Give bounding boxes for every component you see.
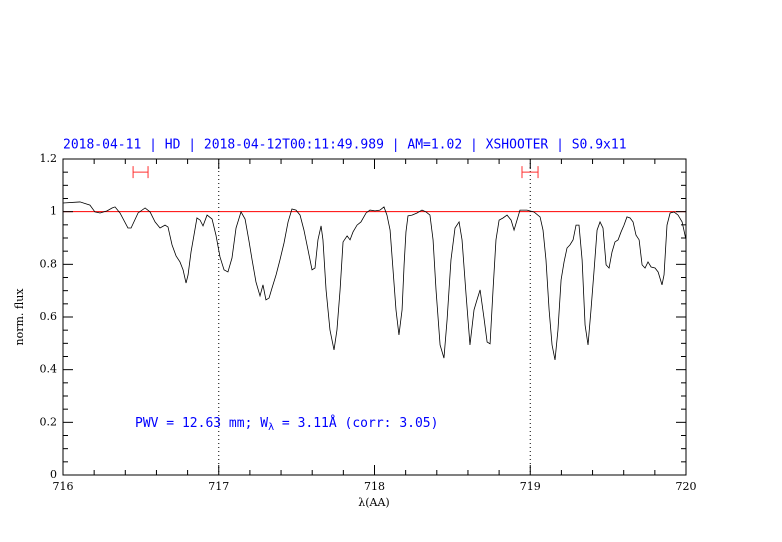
chart-title: 2018-04-11 | HD | 2018-04-12T00:11:49.98… xyxy=(63,138,627,153)
y-tick-label: 0 xyxy=(50,468,57,481)
x-axis-label: λ(AA) xyxy=(358,496,389,509)
annotation-subscript: λ xyxy=(268,422,274,433)
y-tick-label: 1.2 xyxy=(40,152,58,165)
x-tick-label: 719 xyxy=(520,480,541,493)
annotation: PWV = 12.63 mm; Wλ = 3.11Å (corr: 3.05) xyxy=(135,415,438,434)
x-tick-label: 718 xyxy=(364,480,385,493)
y-tick-label: 0.8 xyxy=(40,257,58,270)
y-axis-label: norm. flux xyxy=(13,288,26,346)
continuum-window xyxy=(521,166,539,179)
annotation-text: PWV = 12.63 mm; W xyxy=(135,416,268,431)
y-tick-label: 0.4 xyxy=(40,363,58,376)
y-tick-label: 0.6 xyxy=(40,310,58,323)
y-tick-label: 1 xyxy=(50,205,57,218)
x-tick-label: 717 xyxy=(208,480,229,493)
spectrum-line xyxy=(62,201,687,360)
x-tick-label: 716 xyxy=(53,480,74,493)
continuum-window xyxy=(132,166,149,179)
x-tick-label: 720 xyxy=(676,480,697,493)
annotation-text: = 3.11Å (corr: 3.05) xyxy=(274,415,438,431)
y-tick-label: 0.2 xyxy=(40,415,58,428)
